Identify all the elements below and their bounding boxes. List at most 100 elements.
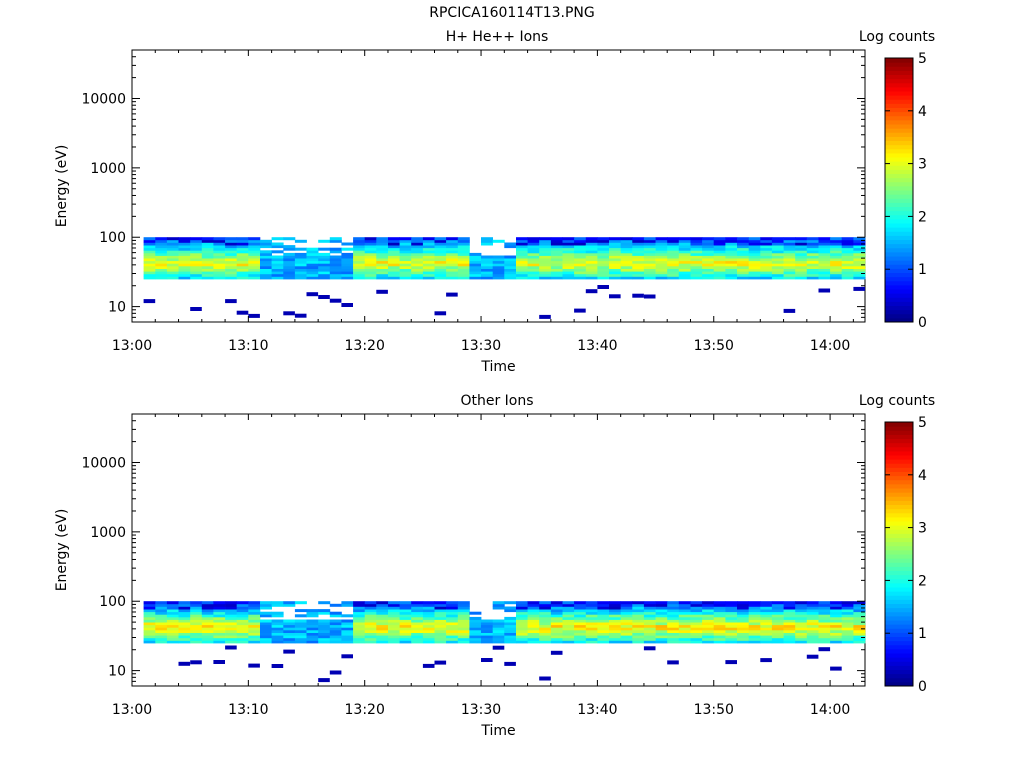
- heatmap-cell: [329, 632, 342, 636]
- heatmap-cell: [213, 245, 226, 249]
- heatmap-cell: [434, 632, 447, 636]
- heatmap-cell: [492, 640, 505, 644]
- heatmap-cell: [632, 268, 645, 272]
- heatmap-cell: [469, 616, 482, 620]
- heatmap-cell: [166, 252, 179, 256]
- heatmap-cell: [236, 624, 249, 628]
- heatmap-cell: [678, 239, 691, 243]
- heatmap-cell: [411, 250, 424, 254]
- heatmap-cell: [655, 622, 668, 626]
- heatmap-cell: [830, 237, 843, 241]
- heatmap-cell: [306, 637, 319, 641]
- heatmap-cell: [155, 260, 168, 264]
- heatmap-cell: [422, 258, 435, 262]
- heatmap-cell: [841, 619, 854, 623]
- heatmap-cell: [236, 245, 249, 249]
- heatmap-cell: [201, 611, 214, 615]
- heatmap-cell: [504, 661, 516, 666]
- heatmap-cell: [190, 307, 202, 311]
- heatmap-cell: [702, 247, 715, 251]
- heatmap-cell: [446, 266, 459, 269]
- heatmap-cell: [783, 622, 796, 626]
- heatmap-cell: [236, 640, 249, 644]
- heatmap-cell: [818, 611, 831, 615]
- heatmap-cell: [539, 239, 552, 243]
- heatmap-cell: [399, 624, 412, 628]
- heatmap-cell: [155, 245, 168, 249]
- heatmap-cell: [283, 252, 296, 256]
- heatmap-cell: [434, 239, 447, 243]
- heatmap-cell: [492, 601, 505, 605]
- heatmap-cell: [306, 630, 319, 633]
- heatmap-cell: [329, 614, 342, 618]
- heatmap-cell: [562, 271, 575, 275]
- heatmap-cell: [341, 271, 354, 275]
- heatmap-cell: [562, 245, 575, 249]
- colorbar-segment: [885, 256, 913, 261]
- heatmap-cell: [620, 640, 633, 644]
- colorbar-segment: [885, 599, 913, 605]
- heatmap-cell: [283, 266, 296, 269]
- heatmap-cell: [294, 252, 307, 256]
- heatmap-cell: [771, 260, 784, 264]
- heatmap-cell: [318, 637, 331, 641]
- heatmap-cell: [771, 268, 784, 272]
- colorbar-segment: [885, 463, 913, 468]
- heatmap-cell: [318, 266, 331, 269]
- heatmap-cell: [550, 619, 563, 623]
- heatmap-cell: [213, 603, 226, 607]
- heatmap-cell: [783, 273, 796, 277]
- colorbar-segment: [885, 591, 913, 596]
- heatmap-cell: [260, 624, 272, 628]
- heatmap-cell: [306, 640, 319, 644]
- heatmap-cell: [388, 611, 400, 615]
- heatmap-cell: [353, 242, 366, 246]
- heatmap-cell: [178, 239, 191, 243]
- heatmap-cell: [294, 622, 307, 626]
- heatmap-cell: [806, 268, 819, 272]
- heatmap-cell: [318, 247, 331, 251]
- heatmap-cell: [504, 616, 517, 620]
- heatmap-cell: [760, 630, 773, 633]
- colorbar-segment: [885, 124, 913, 129]
- heatmap-cell: [318, 619, 331, 623]
- heatmap-cell: [620, 630, 633, 633]
- heatmap-cell: [434, 614, 447, 618]
- heatmap-cell: [446, 611, 459, 615]
- heatmap-cell: [364, 252, 377, 256]
- colorbar-segment: [885, 500, 913, 506]
- heatmap-cell: [609, 624, 621, 628]
- heatmap-cell: [388, 635, 400, 639]
- heatmap-cell: [818, 276, 831, 280]
- colorbar-segment: [885, 438, 913, 444]
- heatmap-cell: [236, 609, 249, 613]
- heatmap-cell: [457, 250, 470, 254]
- x-tick-label: 13:30: [461, 702, 501, 718]
- heatmap-cell: [260, 614, 272, 618]
- heatmap-cell: [318, 268, 331, 272]
- heatmap-cell: [678, 276, 691, 280]
- heatmap-cell: [771, 237, 784, 241]
- heatmap-cell: [190, 245, 203, 249]
- heatmap-cell: [329, 611, 342, 615]
- heatmap-cell: [260, 245, 272, 249]
- heatmap-cell: [760, 611, 773, 615]
- heatmap-cell: [795, 260, 808, 264]
- heatmap-cell: [294, 247, 307, 251]
- heatmap-cell: [353, 245, 366, 249]
- heatmap-cell: [353, 637, 366, 641]
- heatmap-cell: [818, 271, 831, 275]
- heatmap-cell: [574, 611, 587, 615]
- heatmap-cell: [795, 614, 808, 618]
- heatmap-cell: [516, 640, 528, 644]
- heatmap-cell: [260, 266, 272, 269]
- heatmap-cell: [667, 622, 680, 626]
- chart-panel-1: 13:00 13:10 13:20 13:30 13:40 13:50 14:00Time1…: [54, 413, 927, 739]
- heatmap-cell: [190, 268, 203, 272]
- heatmap-cell: [457, 614, 470, 618]
- heatmap-cell: [632, 250, 645, 254]
- heatmap-cell: [620, 616, 633, 620]
- heatmap-cell: [446, 276, 459, 280]
- heatmap-cell: [713, 273, 726, 277]
- heatmap-cell: [655, 239, 668, 243]
